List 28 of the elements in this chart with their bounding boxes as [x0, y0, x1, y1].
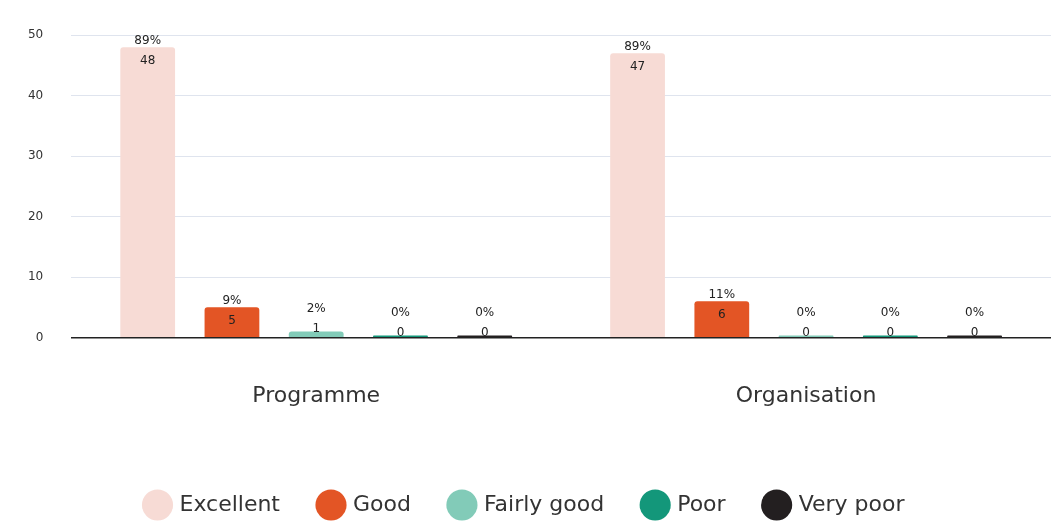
data-label: 0% 0	[796, 304, 816, 339]
legend-label: Poor	[677, 490, 727, 516]
y-tick-label: 10	[27, 269, 44, 284]
legend-label: Fairly good	[483, 490, 605, 516]
legend-label: Very poor	[798, 490, 906, 516]
data-label: 2% 1	[306, 300, 326, 335]
bar	[204, 307, 260, 338]
bar	[694, 301, 750, 338]
x-tick-label: Organisation	[735, 381, 877, 407]
x-tick-label: Programme	[252, 381, 381, 407]
y-tick-label: 0	[35, 329, 44, 344]
bar	[120, 47, 176, 338]
legend-label: Good	[353, 490, 411, 516]
data-label: 9% 5	[222, 293, 242, 328]
y-tick-label: 50	[27, 27, 44, 42]
bar	[610, 53, 665, 338]
data-label: 0% 0	[475, 304, 495, 339]
data-label: 0% 0	[880, 304, 900, 339]
data-label: 0% 0	[965, 304, 985, 339]
y-tick-label: 20	[27, 208, 44, 223]
legend-label: Excellent	[179, 490, 281, 516]
bar	[288, 331, 344, 338]
data-label: 89% 48	[134, 33, 162, 68]
y-tick-label: 30	[27, 148, 44, 163]
y-tick-label: 40	[27, 87, 44, 102]
data-label: 0% 0	[390, 304, 410, 339]
data-label: 11% 6	[708, 287, 736, 322]
data-label: 89% 47	[624, 39, 651, 74]
